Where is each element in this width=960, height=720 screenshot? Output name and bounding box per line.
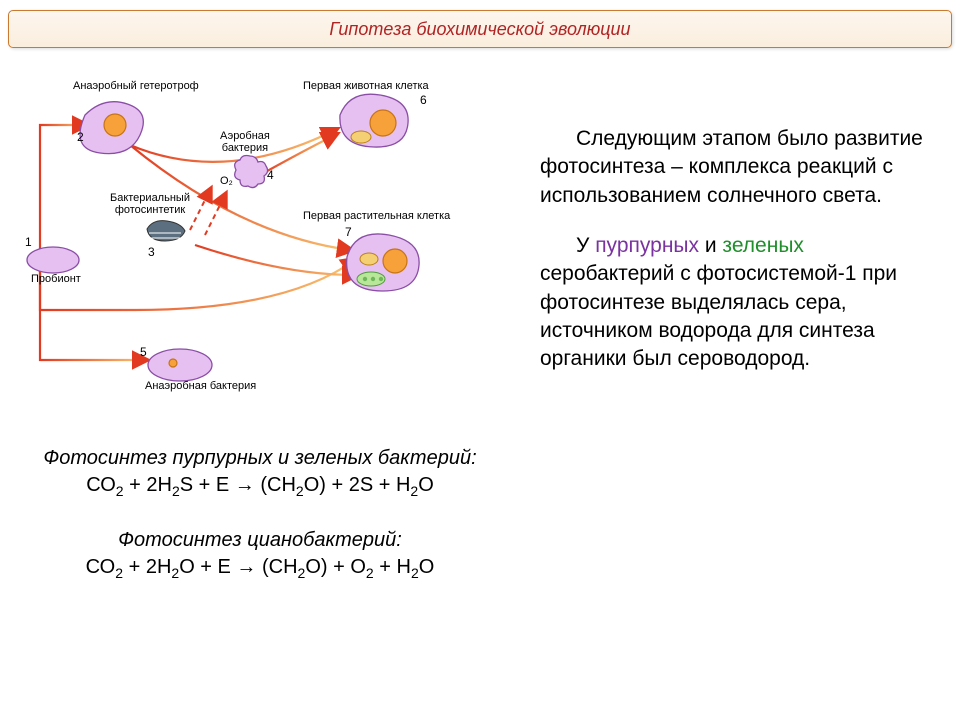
eq1-formula: СО2 + 2Н2S + Е → (СН2О) + 2S + Н2О [30,472,490,501]
num-4: 4 [267,168,274,182]
eq2-formula: СО2 + 2Н2О + Е → (СН2О) + О2 + Н2О [30,554,490,583]
label-o2: O₂ [220,175,233,187]
diagram-svg [25,75,465,405]
num-2: 2 [77,130,84,144]
page-title: Гипотеза биохимической эволюции [329,19,630,40]
num-6: 6 [420,93,427,107]
num-5: 5 [140,345,147,359]
label-first-plant-cell: Первая растительная клетка [303,210,450,222]
eq2-title: Фотосинтез цианобактерий: [30,527,490,554]
label-anaerobic-bacterium: Анаэробная бактерия [145,380,256,392]
eq1-title: Фотосинтез пурпурных и зеленых бактерий: [30,445,490,472]
label-bacterial-photosynthetic: Бактериальный фотосинтетик [110,192,190,216]
right-text-block: Следующим этапом было развитие фотосинте… [540,125,930,396]
num-3: 3 [148,245,155,259]
paragraph-2: У пурпурных и зеленых серобактерий с фот… [540,232,930,374]
label-probiont: Пробионт [31,273,81,285]
title-bar: Гипотеза биохимической эволюции [8,10,952,48]
label-aerobic-bacterium: Аэробная бактерия [220,130,270,154]
evolution-diagram: Анаэробный гетеротроф Пробионт Аэробная … [25,75,465,405]
paragraph-1: Следующим этапом было развитие фотосинте… [540,125,930,210]
label-first-animal-cell: Первая животная клетка [303,80,429,92]
num-7: 7 [345,225,352,239]
num-1: 1 [25,235,32,249]
label-anaerobic-heterotroph: Анаэробный гетеротроф [73,80,199,92]
equations-block: Фотосинтез пурпурных и зеленых бактерий:… [30,445,490,609]
